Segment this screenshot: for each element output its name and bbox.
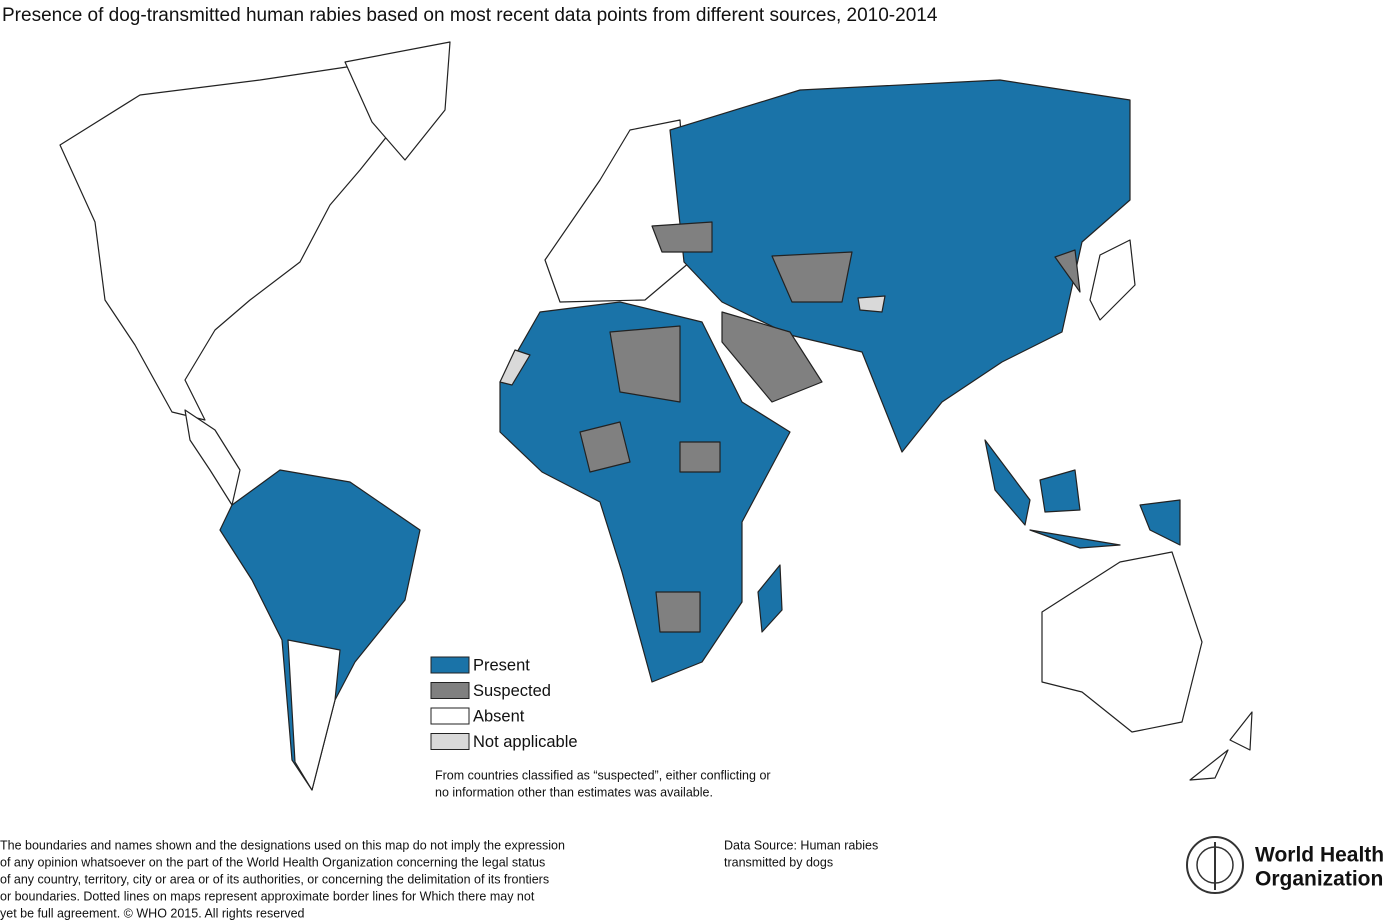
- logo-text: Organization: [1255, 868, 1383, 891]
- legend-swatch: [430, 656, 470, 674]
- legend-label: Present: [473, 656, 530, 674]
- australia: [1041, 551, 1203, 733]
- central-america: [184, 409, 241, 506]
- logo-text: World Health: [1255, 844, 1384, 867]
- legend-swatch: [430, 682, 470, 699]
- asia: [669, 79, 1131, 453]
- note-line: From countries classified as “suspected”…: [435, 768, 771, 782]
- sudan-region: [679, 441, 721, 473]
- legend-swatch: [430, 707, 470, 725]
- north-america: [59, 61, 401, 421]
- kashmir: [857, 295, 886, 313]
- chad-region: [579, 421, 631, 473]
- greenland: [344, 41, 451, 161]
- africa: [499, 301, 791, 683]
- south-cone: [287, 639, 341, 791]
- europe: [544, 119, 691, 303]
- western-sahara: [499, 349, 531, 386]
- land: [59, 41, 1253, 791]
- new-zealand: [1189, 711, 1253, 781]
- title: Presence of dog-transmitted human rabies…: [2, 5, 938, 26]
- who-emblem: [1186, 836, 1244, 894]
- legend: Present Suspected Absent Not applicable: [430, 656, 578, 751]
- disclaimer-line: yet be full agreement. © WHO 2015. All r…: [0, 906, 305, 920]
- japan: [1089, 239, 1136, 321]
- southeast-asia: [984, 439, 1181, 549]
- legend-swatch: [430, 733, 470, 750]
- libya-region: [609, 325, 681, 403]
- legend-label: Absent: [473, 707, 525, 725]
- arabia: [721, 311, 823, 403]
- central-asia: [771, 251, 853, 303]
- disclaimer-line: or boundaries. Dotted lines on maps repr…: [0, 889, 535, 903]
- korea-region: [1054, 249, 1081, 293]
- disclaimer-line: of any opinion whatsoever on the part of…: [0, 855, 545, 869]
- data-source: Data Source: Human rabies: [724, 838, 878, 852]
- madagascar: [757, 564, 783, 633]
- botswana-region: [655, 591, 701, 633]
- disclaimer-line: of any country, territory, city or area …: [0, 872, 549, 886]
- note-line: no information other than estimates was …: [435, 785, 713, 799]
- ukraine-region: [651, 221, 713, 253]
- disclaimer: The boundaries and names shown and the d…: [0, 838, 565, 920]
- legend-label: Suspected: [473, 682, 551, 700]
- legend-label: Not applicable: [473, 733, 578, 751]
- disclaimer-line: The boundaries and names shown and the d…: [0, 838, 565, 852]
- data-source: transmitted by dogs: [724, 855, 833, 869]
